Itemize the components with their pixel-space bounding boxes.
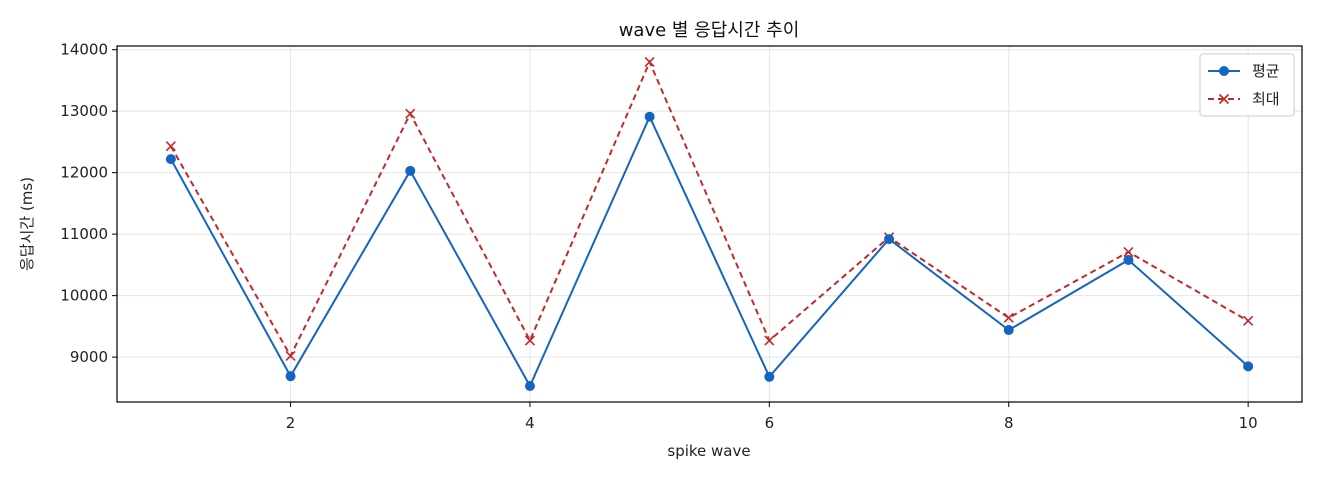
- y-tick-label: 11000: [60, 225, 108, 243]
- x-tick-label: 8: [1004, 414, 1014, 432]
- plot-frame: [116, 45, 1303, 403]
- x-tick-label: 4: [525, 414, 535, 432]
- data-point-max: [405, 108, 416, 119]
- data-point-max: [524, 335, 536, 346]
- x-tick-label: 10: [1239, 414, 1258, 432]
- data-point-avg: [165, 154, 176, 165]
- y-tick-label: 9000: [70, 348, 108, 366]
- data-point-avg: [1243, 361, 1254, 372]
- legend-marker-symbol: [1219, 66, 1229, 76]
- grid: [117, 46, 1302, 402]
- data-point-max: [644, 56, 655, 68]
- series-line-max: [169, 59, 1249, 359]
- data-point-avg: [1123, 254, 1134, 265]
- y-axis-label: 응답시간 (ms): [18, 177, 36, 271]
- y-tick-label: 10000: [60, 287, 108, 305]
- data-point-avg: [884, 234, 895, 245]
- data-point-avg: [764, 371, 775, 382]
- tick-layer: 2 4 6 8 10 9000 10000 11000 12000 13000 14000: [60, 41, 1257, 432]
- x-tick-label: 6: [765, 414, 775, 432]
- data-point-avg: [405, 165, 416, 176]
- data-point-avg: [644, 111, 655, 122]
- y-tick-label: 13000: [60, 102, 108, 120]
- legend: 평균 최대: [1199, 53, 1295, 117]
- x-tick-label: 2: [286, 414, 296, 432]
- data-point-max: [764, 335, 775, 346]
- data-point-avg: [1003, 325, 1014, 336]
- data-point-max: [1243, 315, 1254, 326]
- legend-box: [1199, 53, 1295, 117]
- data-point-max: [165, 141, 176, 152]
- data-point-avg: [524, 381, 535, 392]
- y-tick-label: 14000: [60, 41, 108, 59]
- legend-label-max: 최대: [1252, 90, 1280, 108]
- legend-label-avg: 평균: [1252, 62, 1280, 80]
- data-point-max: [1123, 246, 1134, 258]
- series-layer: [165, 56, 1254, 392]
- series-line-avg: [169, 114, 1249, 389]
- legend-marker-symbol: [1218, 93, 1230, 105]
- data-point-max: [285, 350, 296, 361]
- x-axis-label: spike wave: [667, 442, 750, 460]
- data-point-avg: [285, 371, 296, 382]
- y-tick-label: 12000: [60, 164, 108, 182]
- legend-marker-max: [1218, 93, 1230, 105]
- legend-marker-avg: [1219, 66, 1229, 76]
- chart-title: wave 별 응답시간 추이: [619, 20, 800, 41]
- data-point-max: [1003, 312, 1014, 323]
